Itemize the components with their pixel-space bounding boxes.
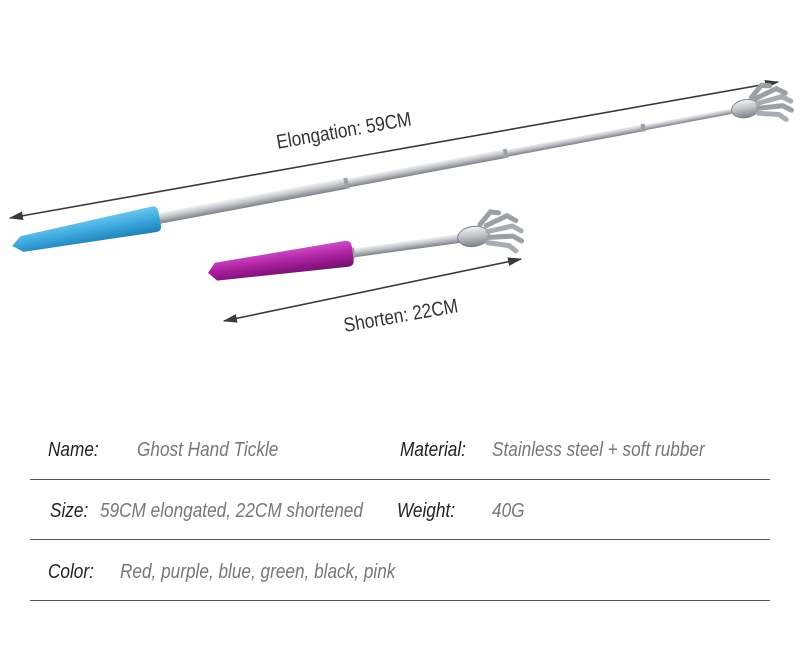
material-value: Stainless steel + soft rubber (492, 439, 705, 461)
elongation-label: Elongation: 59CM (275, 107, 413, 153)
claw-hand-icon (457, 209, 525, 254)
name-value: Ghost Hand Tickle (137, 439, 279, 461)
short-back-scratcher (208, 209, 525, 281)
claw-hand-icon (731, 82, 795, 122)
spec-row-color: Color: Red, purple, blue, green, black, … (30, 542, 770, 602)
blue-handle (12, 206, 162, 252)
spec-row-size-weight: Size: 59CM elongated, 22CM shortened Wei… (30, 481, 770, 541)
weight-label: Weight: (397, 500, 456, 522)
color-value: Red, purple, blue, green, black, pink (120, 561, 396, 583)
long-back-scratcher (12, 82, 795, 252)
purple-handle (208, 240, 354, 281)
weight-value: 40G (492, 500, 525, 522)
spec-row-name-material: Name: Ghost Hand Tickle Material: Stainl… (30, 420, 770, 480)
material-label: Material: (400, 439, 466, 461)
product-figure: Elongation: 59CM (8, 80, 795, 336)
name-label: Name: (48, 439, 99, 461)
color-label: Color: (48, 561, 94, 583)
row-divider (30, 600, 770, 601)
size-label: Size: (50, 500, 89, 522)
spec-table: Name: Ghost Hand Tickle Material: Stainl… (0, 410, 800, 657)
elongation-arrow (8, 80, 780, 220)
shorten-arrow (222, 257, 523, 323)
row-divider (30, 539, 770, 540)
row-divider (30, 479, 770, 480)
shorten-label: Shorten: 22CM (342, 294, 460, 336)
size-value: 59CM elongated, 22CM shortened (100, 500, 363, 522)
